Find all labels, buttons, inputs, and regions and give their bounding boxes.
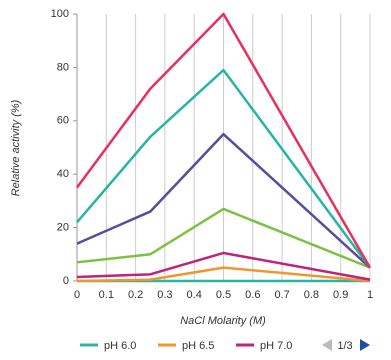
legend-label: pH 6.5 (182, 340, 214, 352)
legend-label: pH 7.0 (260, 340, 292, 352)
x-tick-label: 0.1 (99, 289, 114, 301)
series-line (76, 251, 371, 281)
y-tick-label: 0 (63, 275, 69, 287)
x-tick-label: 0.6 (245, 289, 260, 301)
y-tick-label: 40 (57, 168, 69, 180)
y-tick-label: 80 (57, 61, 69, 73)
legend-next[interactable] (360, 339, 370, 351)
series-line (76, 132, 371, 269)
x-tick-label: 0.5 (216, 289, 231, 301)
x-tick-label: 0 (74, 289, 80, 301)
legend-prev[interactable] (322, 339, 332, 351)
legend-page: 1/3 (337, 340, 352, 352)
series-line (75, 12, 372, 269)
x-tick-label: 0.7 (274, 289, 289, 301)
series-line (76, 266, 371, 283)
x-tick-label: 0.3 (157, 289, 172, 301)
series-line (76, 207, 371, 269)
y-axis-title: Relative activity (%) (10, 99, 22, 196)
y-tick-label: 60 (57, 115, 69, 127)
x-tick-label: 1 (367, 289, 373, 301)
y-tick-label: 20 (57, 222, 69, 234)
legend-label: pH 6.0 (104, 340, 136, 352)
x-tick-label: 0.9 (333, 289, 348, 301)
x-tick-label: 0.2 (128, 289, 143, 301)
series-line (76, 68, 372, 269)
x-axis-title: NaCl Molarity (M) (180, 315, 266, 327)
x-tick-label: 0.4 (187, 289, 202, 301)
y-tick-label: 100 (51, 8, 69, 20)
x-tick-label: 0.8 (304, 289, 319, 301)
